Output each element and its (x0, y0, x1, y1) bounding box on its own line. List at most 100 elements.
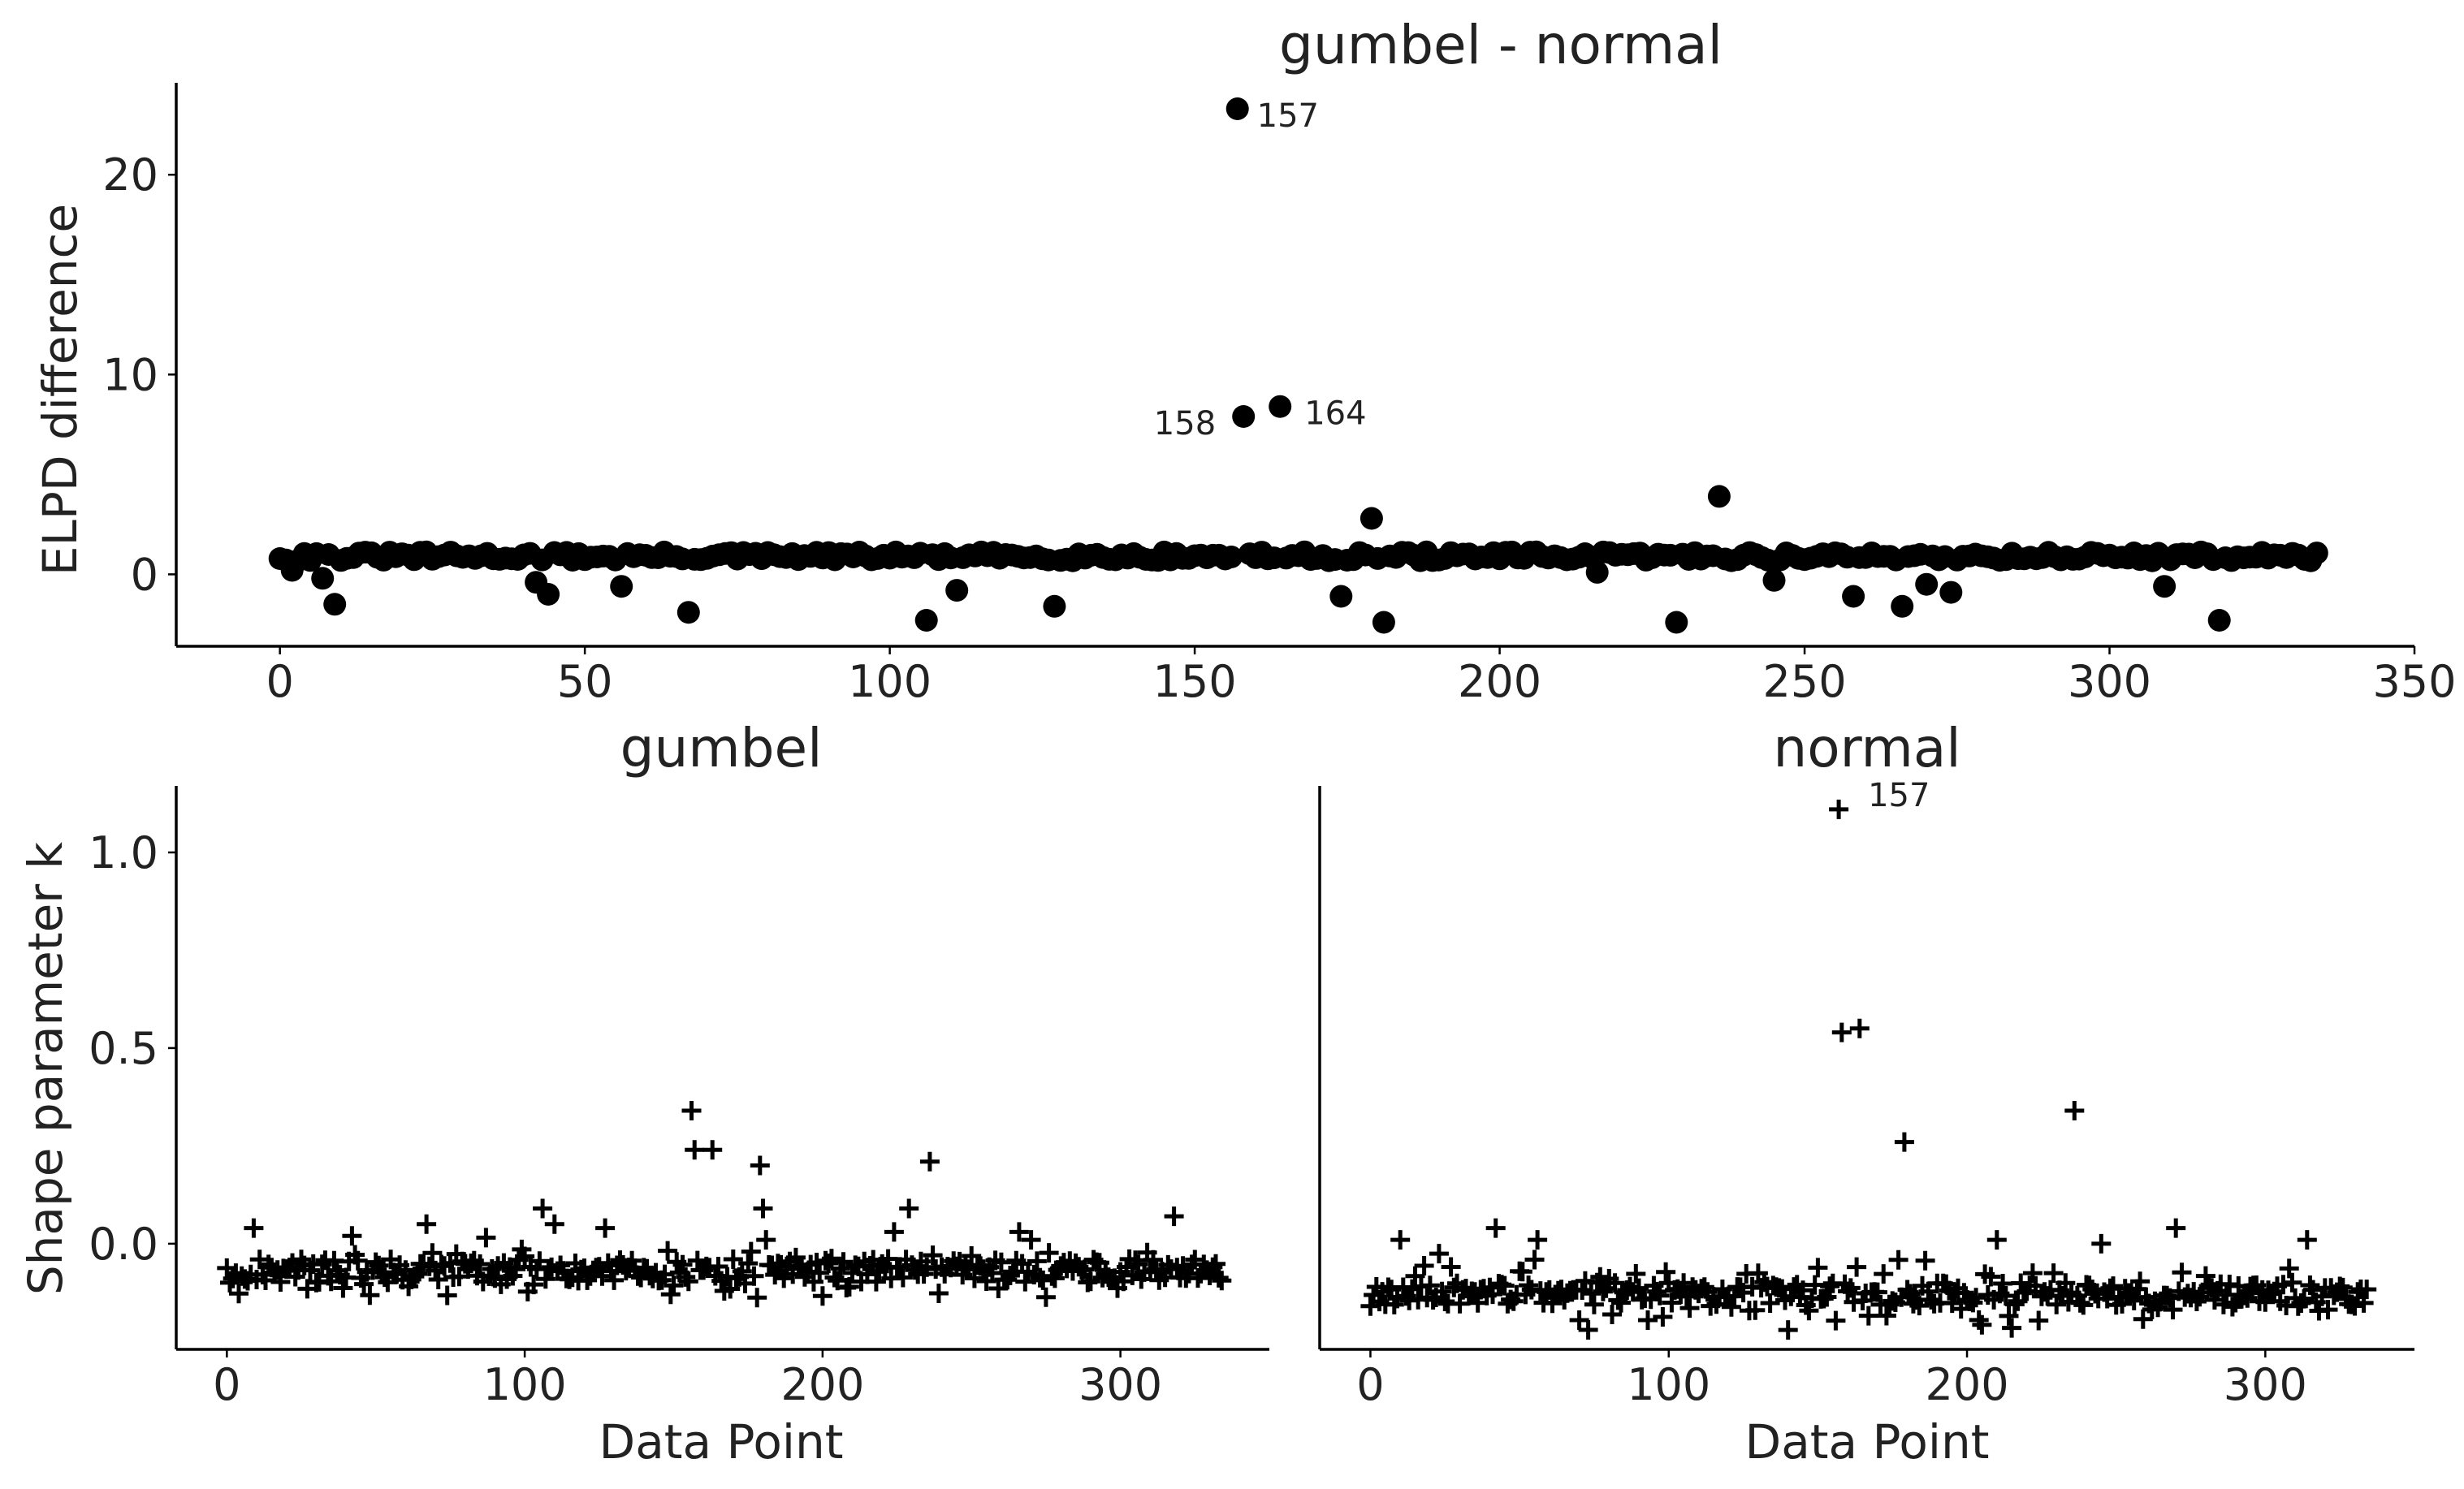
data-point (1039, 1243, 1059, 1263)
data-point (1485, 1218, 1506, 1238)
data-point (2348, 1282, 2368, 1302)
data-point (1402, 1279, 1422, 1299)
data-point (756, 1230, 776, 1250)
data-point (753, 1198, 773, 1219)
data-point (1939, 580, 1963, 604)
data-point (2112, 1293, 2132, 1314)
data-point (2091, 1233, 2112, 1254)
data-point (676, 1267, 696, 1287)
data-point (681, 1101, 702, 1120)
data-point (1981, 1267, 2001, 1287)
data-point (738, 1254, 759, 1274)
data-point (354, 1274, 374, 1294)
data-point (1915, 1250, 1935, 1271)
data-point (323, 593, 347, 616)
data-point (595, 1218, 616, 1238)
data-point (1080, 1271, 1100, 1292)
data-point (244, 1218, 264, 1238)
data-point (914, 609, 938, 632)
data-point (1164, 1206, 1184, 1227)
data-point (348, 1250, 368, 1271)
data-point (365, 1252, 386, 1272)
data-point (1849, 1018, 1870, 1038)
data-point (1966, 1288, 1986, 1308)
data-point (515, 1246, 535, 1267)
point-annotation: 158 (1154, 405, 1216, 442)
data-point (1483, 1284, 1502, 1305)
data-point (1847, 1257, 1867, 1277)
y-tick-label: 0.5 (89, 1023, 158, 1074)
x-ticks: 0 50 100 150 200 250 300 350 (266, 646, 2457, 707)
data-point (437, 1285, 457, 1306)
x-tick-label: 200 (780, 1359, 864, 1410)
y-axis-label: ELPD difference (32, 204, 88, 576)
data-point (1372, 611, 1395, 634)
data-point (1021, 1230, 1041, 1250)
point-annotations: 157 158 164 (1154, 97, 1367, 442)
x-tick-label: 300 (2068, 656, 2151, 707)
data-point (1390, 1230, 1411, 1250)
data-point (1745, 1300, 1766, 1320)
data-point (1858, 1306, 1878, 1326)
data-point (2002, 1318, 2022, 1338)
data-point (2103, 1276, 2123, 1297)
data-point (417, 1214, 437, 1234)
data-point (1329, 585, 1353, 608)
data-point (2022, 1263, 2043, 1284)
data-point (2357, 1280, 2377, 1300)
data-point (1808, 1258, 1828, 1278)
data-point (1829, 799, 1849, 819)
data-point (2130, 1271, 2151, 1292)
data-point (1649, 1285, 1670, 1306)
data-point (524, 1275, 544, 1295)
data-point (525, 571, 548, 594)
elpd-difference-panel: gumbel - normal ELPD difference 0 50 100 15… (32, 14, 2457, 707)
data-point (1000, 1266, 1020, 1285)
data-point (1009, 1222, 1029, 1242)
point-annotations: 157 (1868, 777, 1930, 814)
data-point (1528, 1230, 1548, 1250)
data-point (2043, 1263, 2064, 1284)
data-point (672, 1254, 693, 1275)
data-point (1206, 1254, 1226, 1274)
data-point (1414, 1256, 1434, 1275)
data-point (2124, 1290, 2144, 1310)
y-ticks: 0.0 0.5 1.0 (89, 827, 176, 1270)
data-point (1986, 1230, 2007, 1250)
data-point (945, 579, 969, 602)
x-tick-label: 100 (483, 1359, 567, 1410)
data-point (2153, 575, 2177, 598)
data-point (1647, 1281, 1667, 1301)
data-point (422, 1243, 443, 1263)
y-tick-label: 0.0 (89, 1219, 158, 1270)
y-tick-label: 0 (131, 549, 158, 600)
data-point (812, 1286, 832, 1306)
data-point (311, 567, 335, 590)
data-point (1915, 572, 1939, 596)
data-points (1360, 799, 2377, 1340)
data-point (2163, 1300, 2183, 1320)
x-tick-label: 350 (2372, 656, 2456, 707)
data-point (1762, 568, 1786, 592)
data-point (1626, 1264, 1646, 1284)
data-point (899, 1198, 919, 1219)
data-point (470, 1254, 491, 1274)
data-point (1074, 1259, 1095, 1280)
data-points (217, 1101, 1232, 1308)
data-point (1629, 1278, 1649, 1298)
data-point (2332, 1277, 2353, 1297)
data-point (577, 1270, 598, 1290)
data-point (1232, 405, 1256, 428)
data-point (923, 1245, 943, 1266)
x-tick-label: 300 (2224, 1359, 2307, 1410)
data-point (747, 1288, 767, 1308)
x-tick-label: 50 (557, 656, 613, 707)
gumbel-shape-panel: gumbel Shape parameter k Data Point 0 100… (18, 717, 1269, 1470)
data-point (1593, 1281, 1613, 1301)
data-point (1921, 1289, 1941, 1310)
data-point (1891, 594, 1914, 618)
data-point (408, 1264, 428, 1284)
data-point (1638, 1310, 1658, 1330)
data-point (280, 559, 304, 582)
data-point (1143, 1249, 1163, 1270)
